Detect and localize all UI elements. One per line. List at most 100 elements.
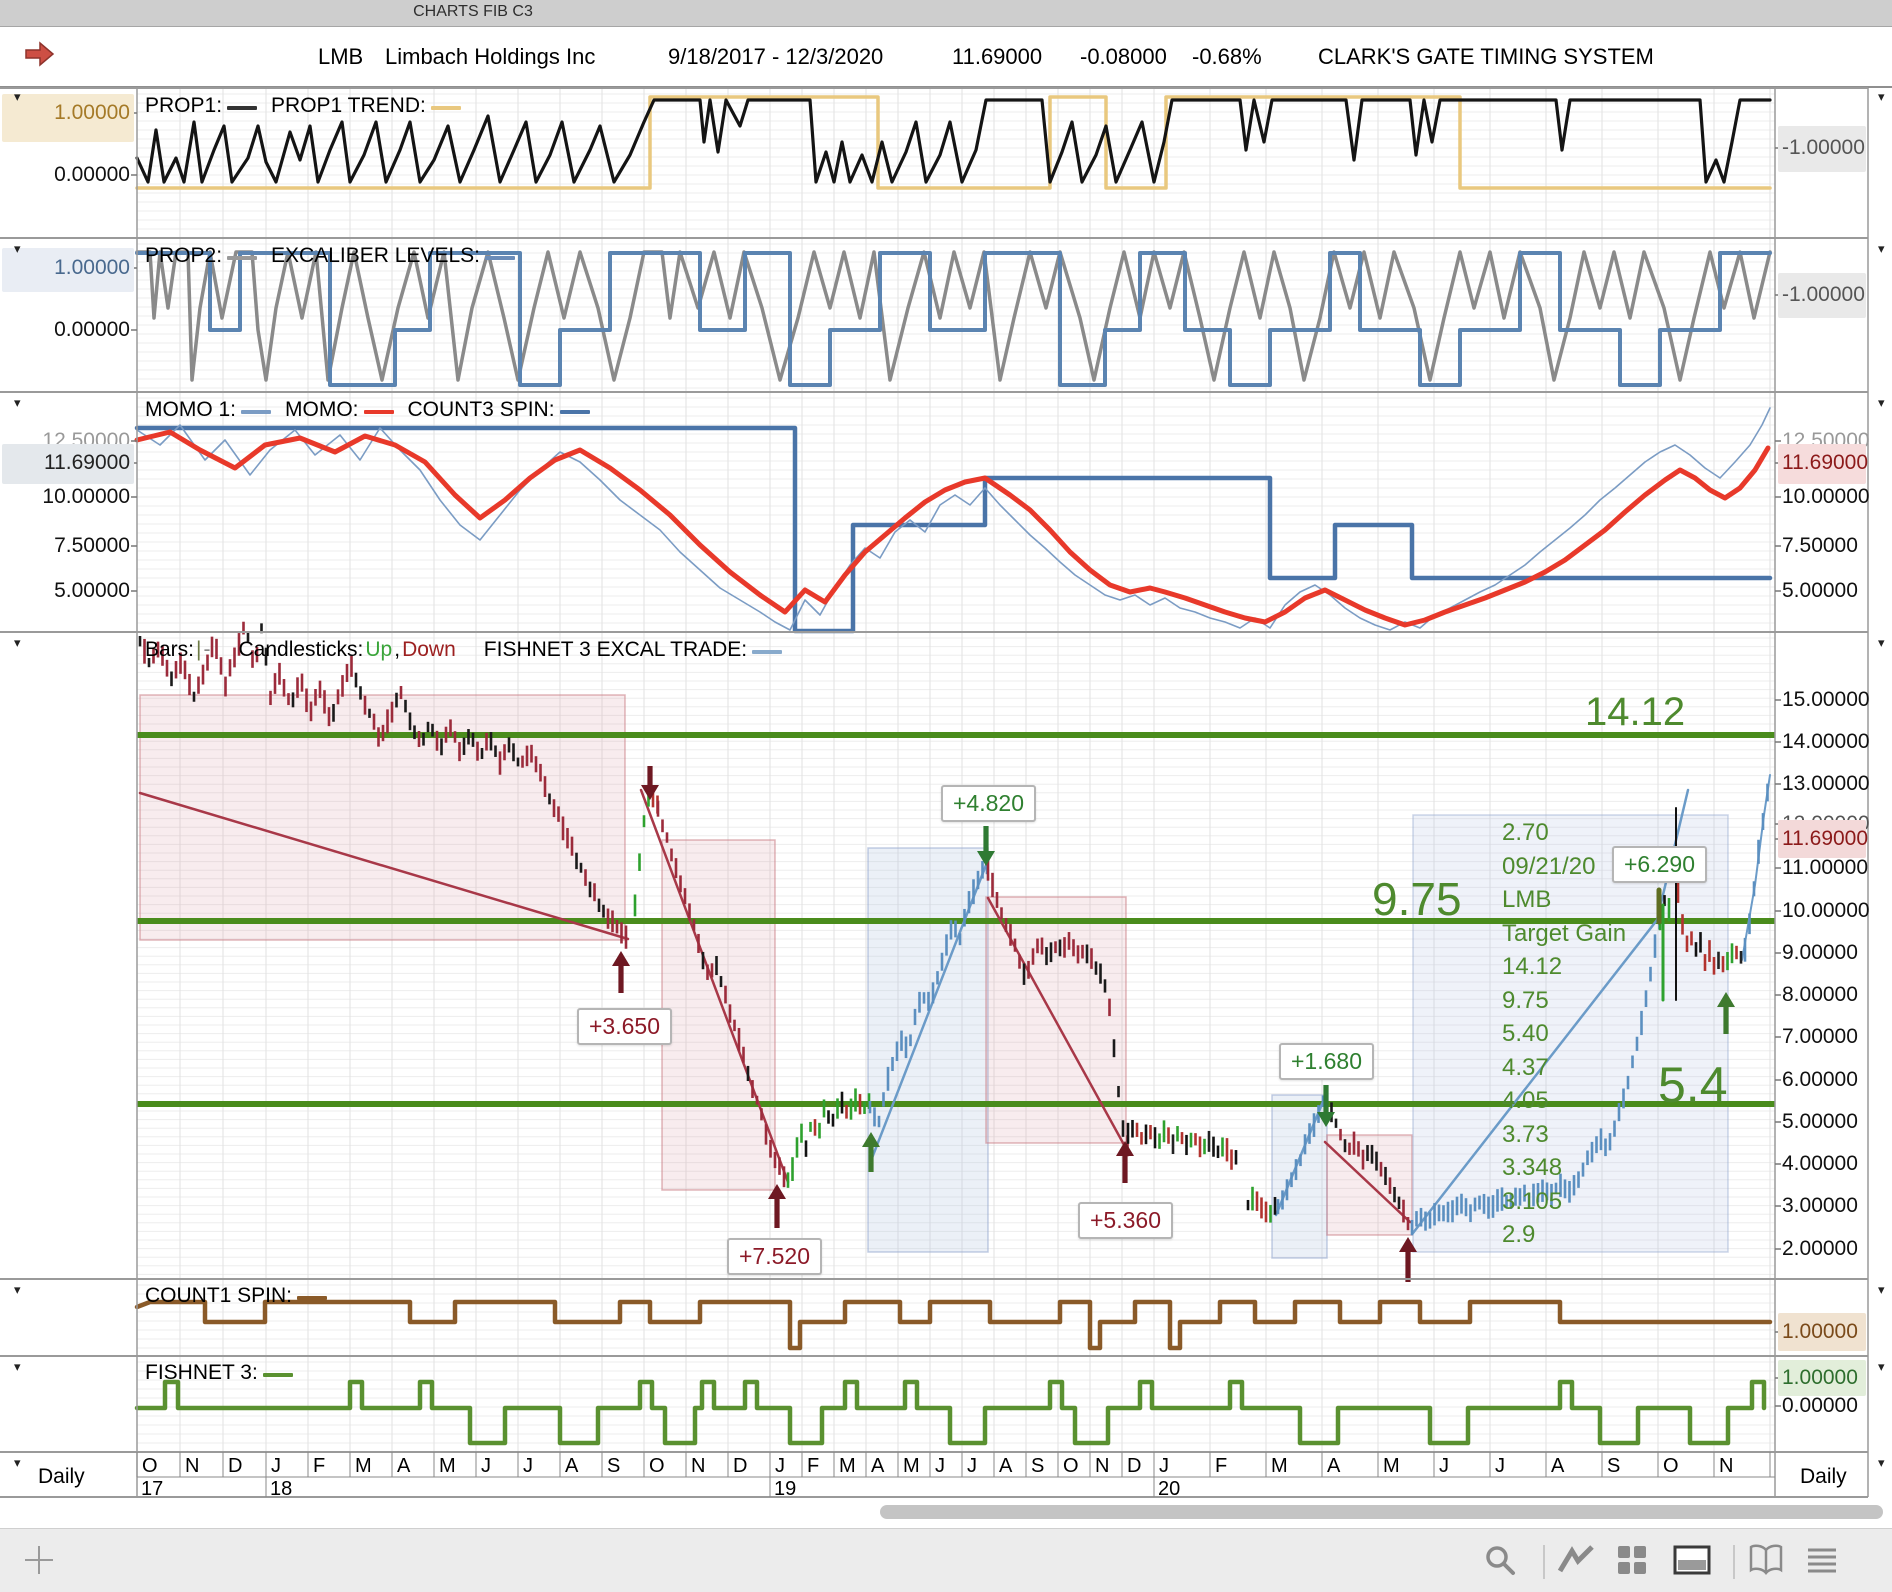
target-gain-line: 4.05 bbox=[1502, 1087, 1549, 1114]
fishnet3-line bbox=[134, 1379, 1767, 1446]
series-color-swatch bbox=[430, 106, 461, 110]
month-label: N bbox=[185, 1455, 200, 1477]
panel-collapse-triangle[interactable]: ▾ bbox=[1878, 1455, 1885, 1470]
month-label: A bbox=[1551, 1455, 1565, 1477]
trade-gain-label: +4.820 bbox=[941, 785, 1036, 822]
title-text: COUNT1 SPIN: bbox=[145, 1284, 293, 1307]
target-gain-line: 14.12 bbox=[1502, 953, 1563, 980]
target-gain-line: LMB bbox=[1502, 886, 1552, 913]
prop1-axis-value: 1.00000 bbox=[54, 101, 130, 124]
bars-axis-value: 5.00000 bbox=[1782, 1110, 1858, 1133]
title-text: PROP1: bbox=[145, 94, 223, 117]
bars-axis-value: 3.00000 bbox=[1782, 1194, 1858, 1217]
target-gain-line: 09/21/20 bbox=[1502, 852, 1596, 880]
interval-selector-right[interactable]: Daily bbox=[1800, 1465, 1847, 1488]
momo-axis-value: 5.00000 bbox=[54, 579, 130, 602]
last-price: 11.69000 bbox=[952, 44, 1043, 69]
title-text: MOMO: bbox=[285, 398, 359, 421]
month-label: M bbox=[903, 1455, 920, 1477]
target-gain-line: 3.105 bbox=[1502, 1187, 1563, 1215]
panel-collapse-triangle[interactable]: ▾ bbox=[14, 89, 21, 104]
panel-collapse-triangle[interactable]: ▾ bbox=[1878, 241, 1885, 256]
bars-axis-value: 14.00000 bbox=[1782, 730, 1870, 753]
month-label: J bbox=[967, 1455, 977, 1477]
prop2-axis-value: -1.00000 bbox=[1782, 283, 1865, 306]
axis-highlight-box bbox=[1778, 444, 1866, 484]
target-gain-line: 2.70 bbox=[1502, 819, 1549, 846]
panel-collapse-triangle[interactable]: ▾ bbox=[14, 635, 21, 650]
menu-lines-icon[interactable] bbox=[1805, 1543, 1839, 1582]
momo1-line bbox=[136, 407, 1771, 631]
momo-axis-value: 11.69000 bbox=[43, 451, 130, 474]
book-icon[interactable] bbox=[1747, 1543, 1785, 1582]
bars-axis-value: 9.00000 bbox=[1782, 941, 1858, 964]
divider-icon bbox=[1731, 1543, 1737, 1586]
month-label: O bbox=[1663, 1455, 1679, 1477]
bars-axis-value: 11.00000 bbox=[1782, 856, 1869, 879]
month-label: N bbox=[1095, 1455, 1110, 1477]
panel-collapse-triangle[interactable]: ▾ bbox=[1878, 1359, 1885, 1374]
month-label: O bbox=[649, 1455, 665, 1477]
year-label: 19 bbox=[774, 1478, 797, 1500]
panel-collapse-triangle[interactable]: ▾ bbox=[1878, 395, 1885, 410]
panel-collapse-triangle[interactable]: ▾ bbox=[14, 1282, 21, 1297]
panel-layout-icon[interactable] bbox=[1673, 1543, 1713, 1582]
interval-selector-left[interactable]: Daily bbox=[38, 1465, 85, 1488]
panel-collapse-triangle[interactable]: ▾ bbox=[14, 241, 21, 256]
month-label: N bbox=[1719, 1455, 1734, 1477]
month-label: F bbox=[807, 1455, 820, 1477]
month-label: F bbox=[1215, 1455, 1228, 1477]
momo-axis-value: 10.00000 bbox=[1782, 485, 1870, 508]
momo-axis-value: 7.50000 bbox=[54, 534, 130, 557]
series-color-swatch bbox=[559, 410, 590, 414]
fib-level-label: 14.12 bbox=[1585, 690, 1686, 734]
series-color-swatch bbox=[752, 650, 783, 654]
year-label: 17 bbox=[141, 1478, 164, 1500]
grid-icon[interactable] bbox=[1615, 1543, 1649, 1582]
panel-collapse-triangle[interactable]: ▾ bbox=[14, 1455, 21, 1470]
trend-line-icon[interactable] bbox=[1557, 1543, 1595, 1582]
divider-icon bbox=[1541, 1543, 1547, 1586]
title-bar[interactable]: CHARTS FIB C3 bbox=[0, 0, 1892, 27]
target-gain-line: 2.9 bbox=[1502, 1221, 1536, 1248]
axis-highlight-box bbox=[2, 94, 134, 142]
prop1-trend-line bbox=[135, 95, 1772, 190]
panel-collapse-triangle[interactable]: ▾ bbox=[14, 1359, 21, 1374]
sell-signal-arrow bbox=[977, 826, 995, 866]
symbol: LMB bbox=[318, 44, 364, 69]
month-label: M bbox=[1383, 1455, 1400, 1477]
panel-collapse-triangle[interactable]: ▾ bbox=[1878, 89, 1885, 104]
title-text: EXCALIBER LEVELS: bbox=[271, 244, 480, 267]
panel-collapse-triangle[interactable]: ▾ bbox=[14, 395, 21, 410]
fib-level-label: 5.4 bbox=[1658, 1057, 1728, 1113]
fishnet-axis-value: 1.00000 bbox=[1782, 1366, 1858, 1389]
red-arrow-icon[interactable] bbox=[22, 37, 56, 71]
window-title: CHARTS FIB C3 bbox=[413, 3, 533, 20]
crosshair-plus-icon[interactable] bbox=[22, 1543, 56, 1582]
month-label: J bbox=[935, 1455, 945, 1477]
month-label: S bbox=[1031, 1455, 1045, 1477]
panel-collapse-triangle[interactable]: ▾ bbox=[1878, 1282, 1885, 1297]
bottom-toolbar bbox=[0, 1528, 1892, 1592]
search-icon[interactable] bbox=[1483, 1543, 1517, 1582]
title-text: MOMO 1: bbox=[145, 398, 237, 421]
prop2-title: PROP2: EXCALIBER LEVELS: bbox=[145, 244, 529, 268]
bars-axis-value: 8.00000 bbox=[1782, 983, 1858, 1006]
trade-gain-label: +7.520 bbox=[727, 1238, 822, 1275]
axis-highlight-box bbox=[2, 248, 134, 292]
month-label: M bbox=[839, 1455, 856, 1477]
month-label: J bbox=[481, 1455, 491, 1477]
bars-axis-value: 15.00000 bbox=[1782, 688, 1870, 711]
month-label: J bbox=[1159, 1455, 1169, 1477]
trade-gain-label: +1.680 bbox=[1279, 1043, 1374, 1080]
panel-collapse-triangle[interactable]: ▾ bbox=[1878, 635, 1885, 650]
trend-line bbox=[1323, 1140, 1412, 1224]
buy-signal-arrow bbox=[1717, 992, 1735, 1034]
axis-highlight-box bbox=[1778, 126, 1866, 172]
horizontal-scrollbar-thumb[interactable] bbox=[880, 1505, 1883, 1519]
momo-axis-value: 10.00000 bbox=[42, 485, 130, 508]
bars-axis-value: 4.00000 bbox=[1782, 1152, 1858, 1175]
axis-highlight-box bbox=[1778, 1313, 1866, 1351]
